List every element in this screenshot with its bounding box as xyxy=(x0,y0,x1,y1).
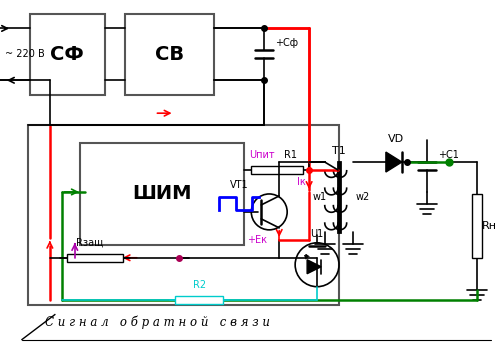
Polygon shape xyxy=(307,260,321,274)
Text: +C1: +C1 xyxy=(438,150,459,160)
Text: ШИМ: ШИМ xyxy=(132,184,192,204)
Text: ~ 220 В: ~ 220 В xyxy=(5,49,45,59)
Text: Iк: Iк xyxy=(297,177,306,187)
Text: R2: R2 xyxy=(193,280,206,290)
Bar xyxy=(251,166,302,174)
Text: T1: T1 xyxy=(332,146,346,156)
Bar xyxy=(472,194,482,258)
Text: R1: R1 xyxy=(284,150,297,160)
Text: Uпит: Uпит xyxy=(250,150,275,160)
Text: С и г н а л   о б р а т н о й   с в я з и: С и г н а л о б р а т н о й с в я з и xyxy=(45,316,270,329)
Text: U1: U1 xyxy=(310,229,324,239)
Text: Rзащ: Rзащ xyxy=(76,238,103,248)
Text: VT1: VT1 xyxy=(230,180,249,190)
Text: w1: w1 xyxy=(313,192,327,202)
Text: w2: w2 xyxy=(355,192,370,202)
Text: СФ: СФ xyxy=(50,45,84,64)
Text: +Сф: +Сф xyxy=(275,38,298,48)
Bar xyxy=(28,125,339,305)
Bar xyxy=(176,296,224,304)
Bar xyxy=(80,143,245,245)
Polygon shape xyxy=(386,152,402,172)
Bar xyxy=(125,15,215,95)
Text: +Eк: +Eк xyxy=(248,235,267,245)
Bar xyxy=(67,254,123,262)
Text: Rн: Rн xyxy=(482,221,497,231)
Text: СВ: СВ xyxy=(155,45,184,64)
Bar xyxy=(30,15,105,95)
Text: VD: VD xyxy=(388,134,404,144)
